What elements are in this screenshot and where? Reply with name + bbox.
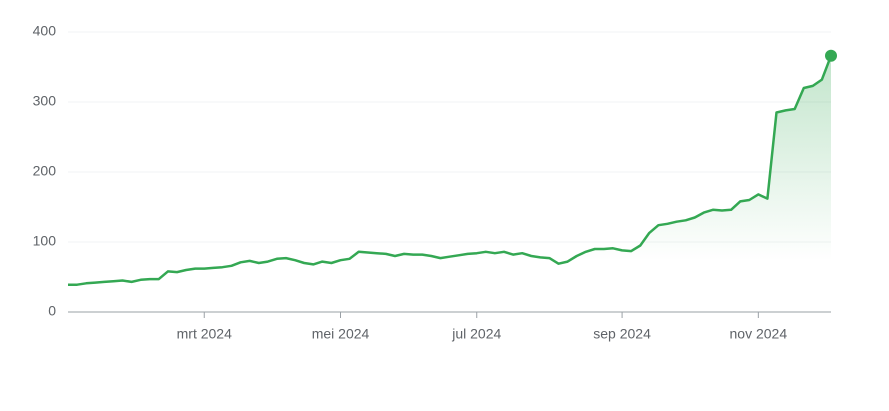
- x-tick-label: sep 2024: [593, 326, 651, 342]
- end-point: [825, 49, 837, 62]
- x-tick-label: mrt 2024: [177, 326, 232, 342]
- y-tick-label: 0: [48, 303, 56, 319]
- x-tick-label: mei 2024: [312, 326, 370, 342]
- line: [68, 55, 833, 286]
- x-tick-label: jul 2024: [451, 326, 501, 342]
- area: [68, 55, 831, 313]
- y-tick-label: 300: [33, 93, 57, 109]
- y-tick-label: 100: [33, 233, 57, 249]
- x-tick-label: nov 2024: [730, 326, 788, 342]
- y-tick-label: 400: [33, 23, 57, 39]
- y-tick-label: 200: [33, 163, 57, 179]
